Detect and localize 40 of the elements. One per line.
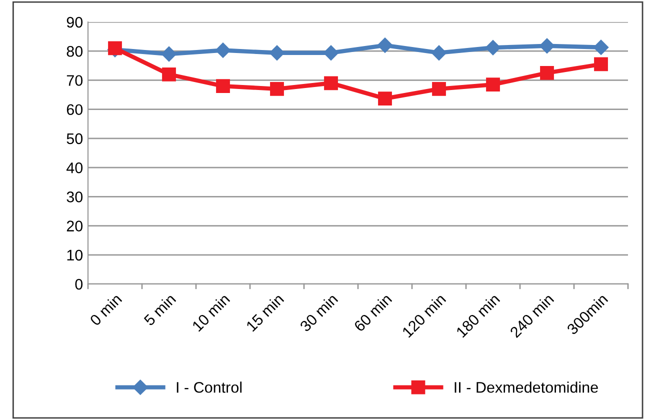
x-tick-label: 240 min xyxy=(509,293,554,338)
y-tick-label: 50 xyxy=(66,133,83,144)
x-tick-label: 0 min xyxy=(89,293,122,326)
point xyxy=(324,76,338,90)
point xyxy=(431,45,447,60)
point xyxy=(378,92,392,106)
y-tick-label: 90 xyxy=(66,16,83,28)
legend-label: I - Control xyxy=(176,382,242,393)
point xyxy=(594,57,608,72)
point xyxy=(485,40,501,56)
point xyxy=(215,42,231,58)
point xyxy=(432,82,446,96)
point xyxy=(539,38,555,54)
y-tick-label: 80 xyxy=(66,46,83,57)
x-tick-label: 60 min xyxy=(353,293,392,332)
y-tick-label: 0 xyxy=(75,278,83,290)
point xyxy=(162,67,176,82)
point xyxy=(270,82,284,96)
point xyxy=(161,46,177,62)
x-tick-label: 15 min xyxy=(245,293,284,332)
point xyxy=(593,40,609,55)
point xyxy=(323,45,339,60)
point xyxy=(377,38,393,53)
y-tick-label: 10 xyxy=(67,250,83,261)
x-tick-label: 10 min xyxy=(191,293,230,332)
x-tick-label: 120 min xyxy=(401,293,446,338)
x-tick-label: 30 min xyxy=(298,293,338,332)
point xyxy=(216,79,230,93)
point xyxy=(108,41,122,56)
y-tick-label: 70 xyxy=(66,75,83,86)
y-tick-label: 30 xyxy=(66,192,83,202)
x-tick-label: 180 min xyxy=(455,293,500,338)
y-tick-label: 40 xyxy=(66,162,83,174)
point xyxy=(486,78,500,92)
x-tick-label: 5 min xyxy=(143,293,176,326)
legend-label: II - Dexmedetomidine xyxy=(454,382,598,393)
y-tick-label: 60 xyxy=(66,104,83,116)
y-tick-label: 20 xyxy=(66,220,83,232)
point xyxy=(269,45,285,60)
point xyxy=(540,66,554,80)
